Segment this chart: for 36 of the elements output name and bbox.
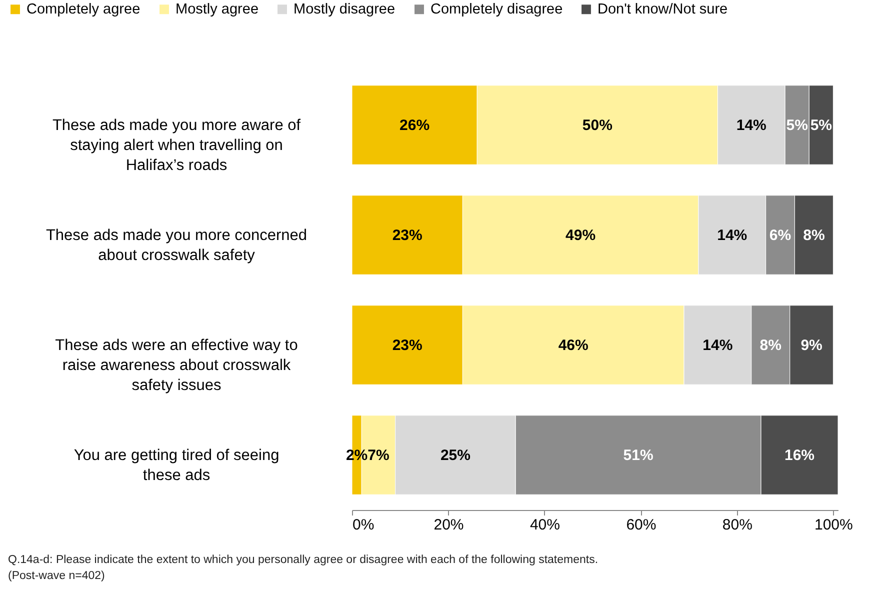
data-label: 9% <box>800 337 822 354</box>
data-label: 51% <box>623 447 654 464</box>
legend-label: Mostly agree <box>176 1 259 18</box>
data-label: 23% <box>392 337 422 354</box>
data-label: 16% <box>784 447 815 464</box>
legend-label: Mostly disagree <box>294 1 396 18</box>
x-tick-label: 100% <box>814 516 853 534</box>
data-label: 5% <box>786 117 808 134</box>
legend-label: Don't know/Not sure <box>598 1 728 18</box>
y-tick-label: These ads were an effective way to raise awareness about crosswalk safety issues <box>55 337 298 394</box>
text: (Post-wave n=402) <box>8 569 106 584</box>
data-label: 46% <box>558 337 588 354</box>
data-label: 14% <box>702 337 733 354</box>
y-tick-label: These ads made you more aware of staying alert when travelling on Halifax’s roads <box>52 117 302 174</box>
legend-label: Completely agree <box>26 1 140 18</box>
x-tick-label: 80% <box>722 516 752 534</box>
y-tick-label: You are getting tired of seeing these ads <box>74 447 280 484</box>
x-tick-label: 0% <box>352 516 374 534</box>
data-label: 25% <box>440 447 470 464</box>
data-label: 7% <box>368 447 390 464</box>
data-label: 14% <box>717 227 748 244</box>
data-label: 8% <box>760 337 782 354</box>
data-label: 23% <box>392 227 422 244</box>
legend-label: Completely disagree <box>430 1 563 18</box>
data-label: 14% <box>736 117 766 134</box>
data-label: 26% <box>400 117 430 134</box>
data-label: 50% <box>582 117 612 134</box>
x-tick-label: 20% <box>434 516 464 534</box>
data-label: 5% <box>810 117 832 134</box>
y-tick-label: These ads made you more concerned about crosswalk safety <box>46 227 308 264</box>
data-label: 8% <box>803 227 825 244</box>
x-tick-label: 60% <box>626 516 656 534</box>
x-tick-label: 40% <box>530 516 560 534</box>
data-label: 6% <box>769 227 792 244</box>
text: Q.14a-d: Please indicate the extent to which you personally agree or disagree with each of the following statements. <box>8 553 598 568</box>
data-label: 49% <box>566 227 596 244</box>
